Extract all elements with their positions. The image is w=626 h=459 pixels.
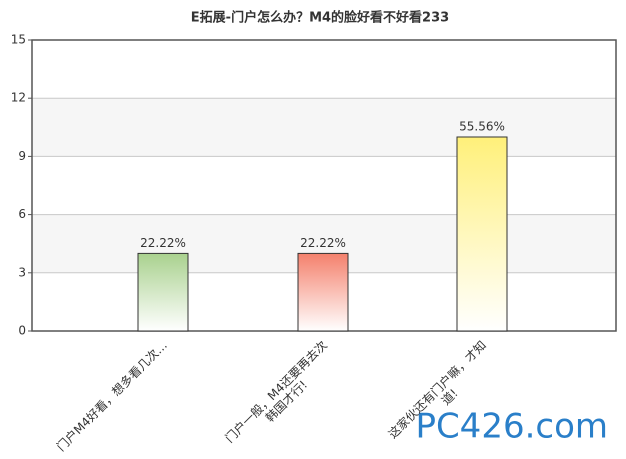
bar	[137, 252, 189, 332]
y-tick-label: 9	[18, 149, 26, 163]
y-tick-label: 3	[18, 265, 26, 279]
data-label: 22.22%	[300, 236, 346, 250]
y-tick-label: 12	[11, 91, 26, 105]
y-tick-label: 6	[18, 207, 26, 221]
chart-title: E拓展-门户怎么办？M4的脸好看不好看233	[191, 10, 449, 26]
bar	[297, 252, 349, 332]
x-tick-label: 门户一般，M4还要再去次韩国才行!	[221, 337, 339, 455]
watermark: PC426.com	[415, 407, 608, 447]
data-label: 22.22%	[140, 236, 186, 250]
bar	[456, 136, 508, 332]
data-label: 55.56%	[459, 120, 505, 134]
grid-band	[32, 98, 616, 157]
x-tick-label: 门户M4好看，想多看几次…	[53, 337, 170, 454]
y-tick-label: 15	[11, 33, 26, 47]
y-tick-label: 0	[18, 324, 26, 338]
